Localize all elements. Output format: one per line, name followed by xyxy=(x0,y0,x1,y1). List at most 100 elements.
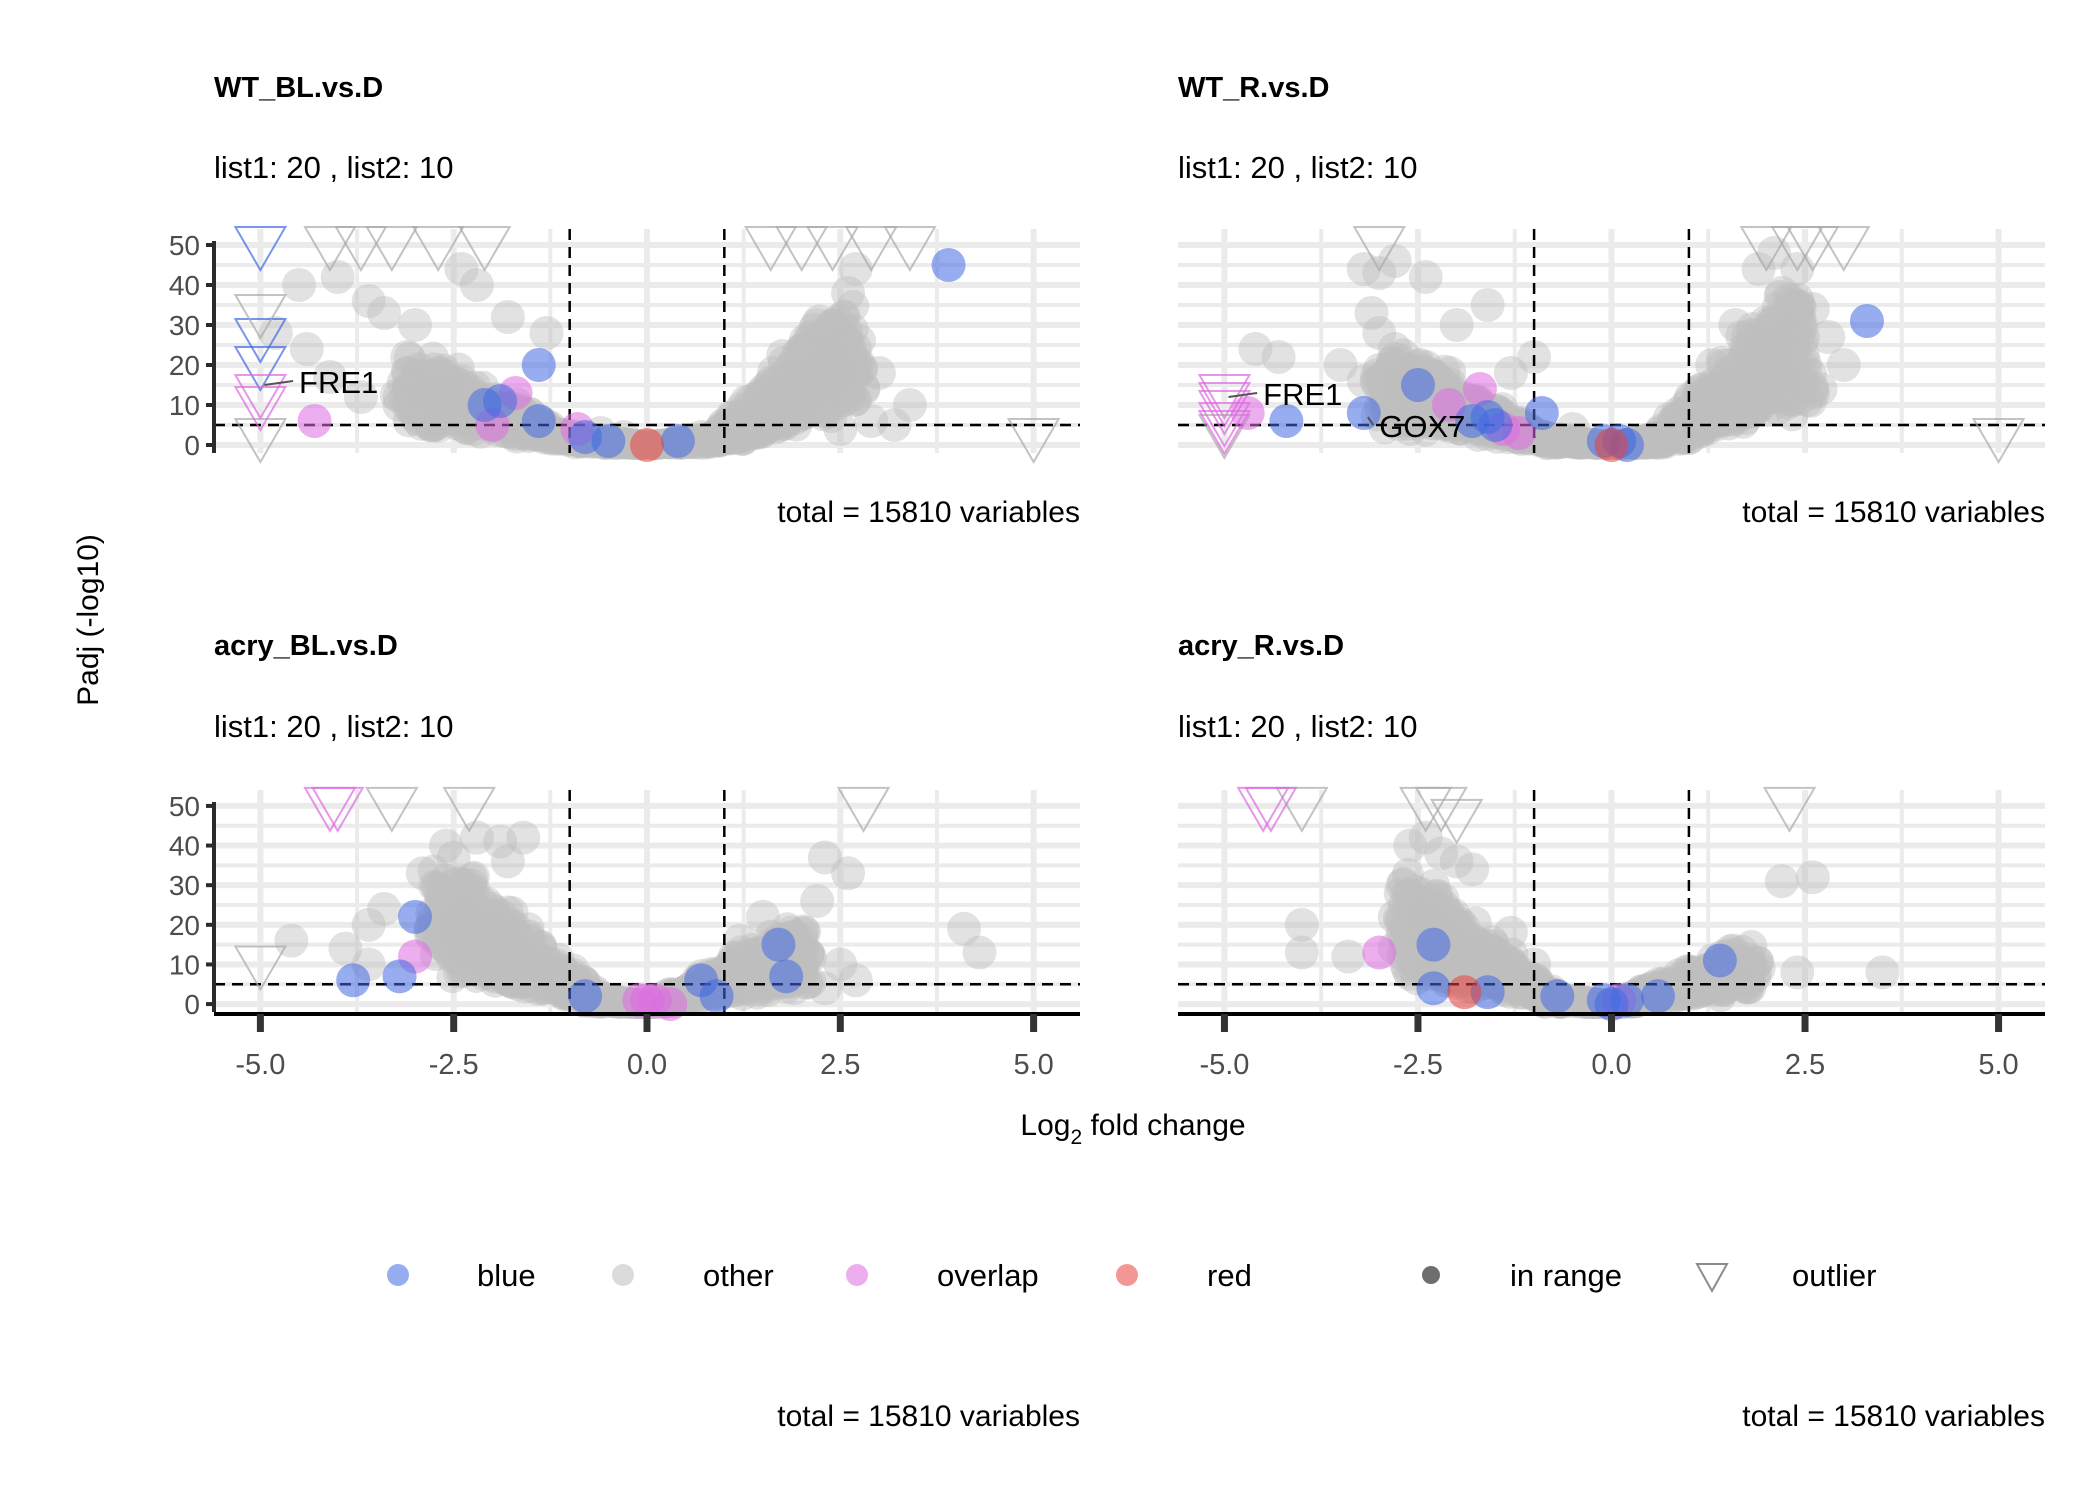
point-other xyxy=(727,398,760,431)
point-other xyxy=(711,422,744,455)
panel-subtitle: list1: 20 , list2: 10 xyxy=(214,709,454,744)
point-other xyxy=(750,384,783,417)
point-other xyxy=(749,384,782,417)
point-other xyxy=(734,410,767,443)
point-other xyxy=(838,963,873,998)
point-other xyxy=(814,352,847,385)
point-other xyxy=(787,398,820,431)
point-other xyxy=(782,347,815,380)
point-other xyxy=(1803,372,1838,406)
point-other xyxy=(828,301,861,334)
point-other xyxy=(774,371,807,404)
point-other xyxy=(805,336,838,369)
point-other xyxy=(757,393,790,426)
point-other xyxy=(419,366,452,399)
point-other xyxy=(402,372,435,405)
point-other xyxy=(799,336,832,369)
point-other xyxy=(1773,384,1806,417)
point-other xyxy=(724,420,757,453)
point-other xyxy=(774,379,807,412)
point-other xyxy=(442,393,475,426)
point-other xyxy=(810,361,843,394)
point-red xyxy=(1594,428,1629,462)
point-other xyxy=(830,339,863,372)
point-other xyxy=(820,316,853,349)
point-other xyxy=(788,344,821,377)
point-other xyxy=(817,311,850,344)
point-other xyxy=(732,407,765,440)
point-other xyxy=(785,369,818,402)
point-other xyxy=(793,323,826,356)
point-other xyxy=(778,365,811,398)
point-other xyxy=(843,324,876,357)
y-tick-label: 0 xyxy=(184,989,200,1020)
point-other xyxy=(815,327,848,360)
point-other xyxy=(755,404,788,437)
point-other xyxy=(697,424,728,455)
point-other xyxy=(752,405,785,438)
point-other xyxy=(745,379,778,412)
point-other xyxy=(787,352,820,385)
panel-caption: total = 15810 variables xyxy=(777,496,1080,529)
point-other xyxy=(807,399,840,432)
point-other xyxy=(697,423,730,456)
point-other xyxy=(787,360,820,393)
point-other xyxy=(446,364,479,397)
point-other xyxy=(386,366,419,399)
point-other xyxy=(752,411,785,444)
point-other xyxy=(715,416,750,450)
point-other xyxy=(808,371,841,404)
point-other xyxy=(816,307,849,340)
point-other xyxy=(801,390,834,423)
point-other xyxy=(695,428,726,459)
point-other xyxy=(758,394,791,427)
point-other xyxy=(741,388,774,421)
point-other xyxy=(780,378,813,411)
point-other xyxy=(1377,332,1412,366)
point-other xyxy=(398,364,431,397)
point-other xyxy=(725,399,758,432)
point-other xyxy=(755,402,788,435)
point-blue xyxy=(591,424,626,458)
point-other xyxy=(746,415,779,448)
point-other xyxy=(428,358,461,391)
point-other xyxy=(439,374,472,407)
point-other xyxy=(760,396,793,429)
point-other xyxy=(737,397,770,430)
point-other xyxy=(803,366,836,399)
point-other xyxy=(836,345,869,378)
point-other xyxy=(829,352,862,385)
point-other xyxy=(727,399,760,432)
point-other xyxy=(722,402,755,435)
point-other xyxy=(780,361,813,394)
point-other xyxy=(799,322,832,355)
point-other xyxy=(782,390,815,423)
point-other xyxy=(798,366,831,399)
point-other xyxy=(721,406,754,439)
legend-key-blue xyxy=(387,1264,409,1286)
point-other xyxy=(808,361,841,394)
point-other xyxy=(792,338,825,371)
point-other xyxy=(411,368,444,401)
point-other xyxy=(398,392,431,425)
point-other xyxy=(746,397,779,430)
legend-label: in range xyxy=(1510,1258,1622,1293)
point-other xyxy=(744,404,777,437)
point-other xyxy=(752,379,785,412)
point-other xyxy=(812,321,845,354)
point-other xyxy=(431,378,464,411)
point-other xyxy=(781,386,814,419)
point-other xyxy=(754,377,787,410)
point-other xyxy=(802,370,835,403)
point-other xyxy=(438,374,471,407)
point-other xyxy=(800,884,835,919)
point-other xyxy=(741,394,774,427)
point-other xyxy=(408,360,441,393)
point-other xyxy=(784,372,817,405)
point-other xyxy=(824,353,857,386)
point-other xyxy=(426,357,459,390)
point-other xyxy=(808,327,841,360)
panel-subtitle: list1: 20 , list2: 10 xyxy=(214,150,454,185)
point-other xyxy=(803,304,836,337)
point-other xyxy=(703,418,736,451)
